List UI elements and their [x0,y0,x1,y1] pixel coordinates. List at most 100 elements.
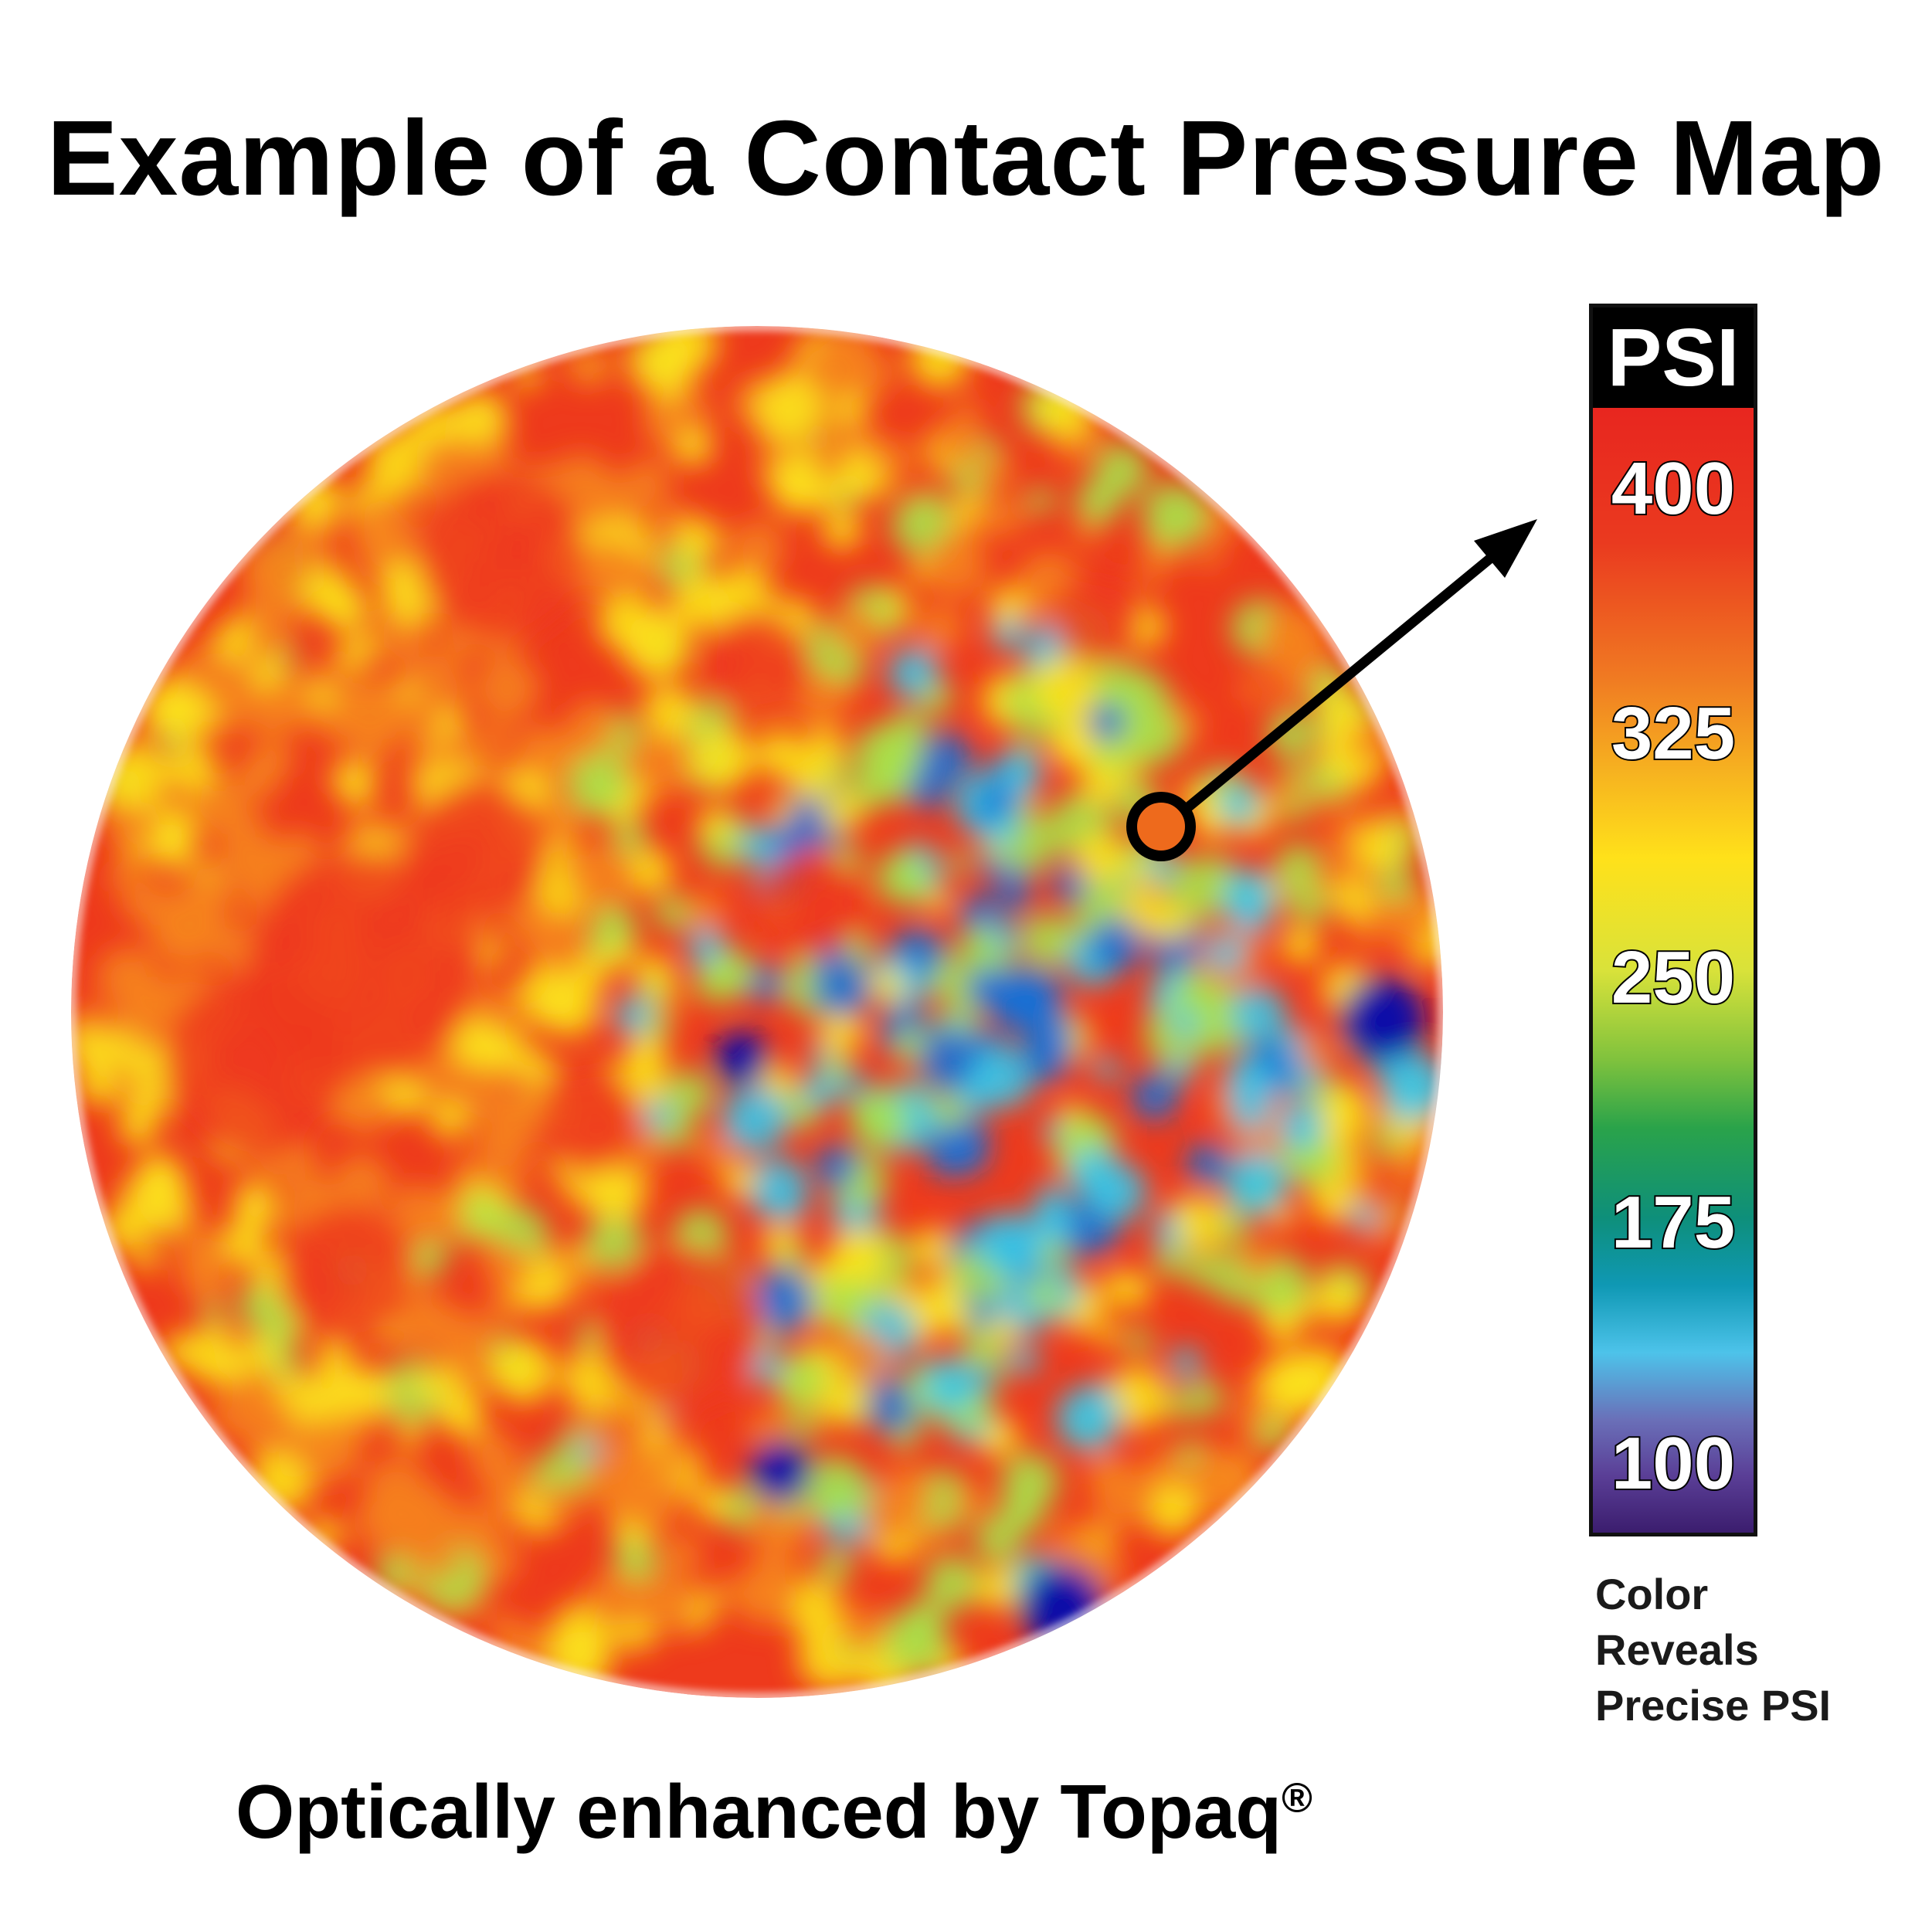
high-pressure-zone [1051,572,1143,664]
pressure-blob [1239,676,1265,703]
colorbar-tick: 175 [1610,1180,1737,1265]
pressure-blob [319,701,362,745]
pressure-blob [108,796,160,847]
pressure-blob [751,1575,798,1622]
pressure-blob [222,1219,269,1266]
pressure-blob [295,1416,362,1483]
pressure-blob [676,518,722,562]
pressure-blob [1154,1244,1187,1278]
pressure-blob [71,1026,114,1073]
pressure-blob [790,1411,819,1440]
pressure-blob [861,1486,921,1545]
pressure-blob [1027,487,1054,514]
pressure-blob [777,1244,804,1272]
pressure-blob [515,725,565,774]
pressure-blob [586,1570,644,1628]
high-pressure-zone [409,780,548,919]
pressure-blob [1020,913,1075,967]
pressure-blob [1094,443,1149,497]
pressure-blob [253,706,285,738]
pressure-blob [821,509,862,550]
pressure-blob [132,1080,169,1117]
pressure-blob [351,497,419,565]
high-pressure-zone [417,471,587,641]
pressure-blob [467,1430,519,1482]
pressure-blob [919,681,953,715]
pressure-blob [250,657,283,689]
pressure-map-outline [68,323,1446,1701]
pressure-blob [1166,1058,1193,1085]
pressure-blob [956,398,981,423]
pressure-blob [985,814,1018,847]
pressure-blob [567,754,629,816]
pressure-blob [336,765,378,806]
arrow-shaft [1161,549,1500,830]
pressure-blob [651,326,718,376]
pressure-blob [1281,925,1320,964]
pressure-blob [591,905,637,952]
pressure-blob [776,1496,800,1521]
pressure-blob [1056,1386,1121,1451]
pressure-blob [446,1340,499,1393]
pressure-blob [131,960,158,989]
pressure-blob [641,684,697,739]
pressure-blob [783,1578,843,1637]
pressure-blob [1268,1320,1294,1346]
colorbar-tick: 325 [1610,691,1737,776]
pressure-blob [436,708,463,735]
pressure-blob [923,1521,950,1548]
pressure-blob [399,656,468,724]
pressure-blob [398,1421,424,1447]
pressure-blob [883,1640,912,1669]
pressure-blob [596,592,656,651]
pressure-blob [1297,1032,1336,1070]
pressure-blob [128,845,155,872]
colorbar-label: PSI [1593,307,1754,408]
colorbar-tick: 100 [1610,1421,1737,1506]
pressure-blob [848,353,894,399]
low-pressure-zone [1020,1564,1105,1649]
pressure-blob [869,438,912,480]
pressure-blobs [71,326,1443,1698]
pressure-blob [1137,566,1160,589]
pressure-blob [917,1028,980,1091]
pressure-blob [742,827,779,864]
pressure-blob [161,689,216,743]
pressure-blob [540,1482,582,1525]
pressure-blob [565,701,618,753]
pressure-blob [202,1302,225,1325]
pressure-blob [817,1008,864,1055]
pressure-blob [849,467,874,493]
pressure-blob [923,493,947,516]
low-pressure-zone [715,1031,769,1085]
pressure-blob [1350,1203,1377,1231]
pressure-blob [1371,1127,1401,1156]
pressure-blob [1224,1151,1288,1215]
pressure-blob [435,1386,482,1433]
pressure-blob [474,656,540,722]
pressure-blob [230,1390,294,1455]
high-pressure-zone [703,610,811,718]
pressure-blob [238,1367,277,1405]
pressure-blob [815,1145,858,1188]
pressure-blob [818,1548,853,1583]
pressure-blob [953,1484,989,1519]
pressure-blob [586,1212,643,1270]
pressure-blob [1187,1447,1252,1512]
pressure-blob [450,1017,501,1068]
pressure-blob [430,1099,470,1139]
pressure-blob [985,1314,1018,1347]
pressure-blob [1224,1058,1274,1107]
pressure-blob [1080,764,1122,806]
pressure-blob [721,1162,757,1197]
pressure-blob [1144,1482,1198,1536]
pressure-blob [1231,1093,1269,1132]
pressure-blob [77,1066,117,1106]
pressure-blob [1074,519,1100,546]
pressure-blob [769,455,829,515]
pressure-blob [193,780,246,834]
pressure-blob [993,618,1024,650]
pressure-blob [1170,1347,1200,1378]
pressure-blob [1269,1203,1295,1228]
pressure-blob [1186,1143,1228,1185]
